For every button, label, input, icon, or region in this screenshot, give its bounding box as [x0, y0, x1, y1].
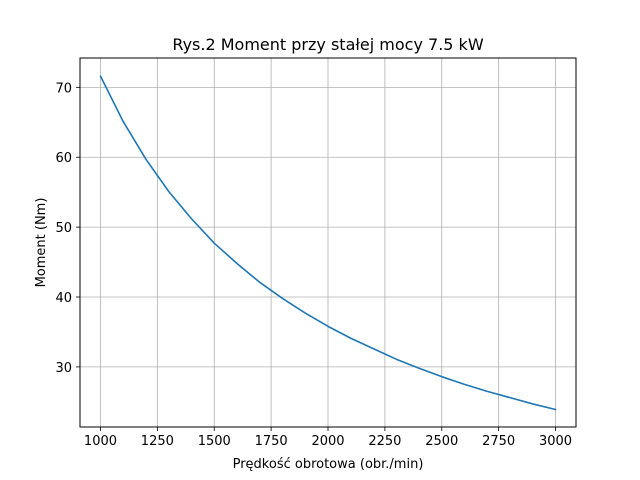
- x-tick-label: 2000: [311, 434, 344, 449]
- x-tick-label: 1250: [141, 434, 174, 449]
- x-tick-label: 1750: [255, 434, 288, 449]
- torque-curve-line: [99, 75, 557, 411]
- chart-title: Rys.2 Moment przy stałej mocy 7.5 kW: [172, 35, 483, 54]
- y-tick-label: 70: [55, 81, 72, 96]
- x-tick-label: 2500: [425, 434, 458, 449]
- x-axis-label: Prędkość obrotowa (obr./min): [233, 457, 424, 472]
- x-tick-label: 2750: [482, 434, 515, 449]
- x-ticks: 1000 1250 1500 1750 2000 2250 2500 2750 3000: [84, 427, 572, 449]
- y-tick-label: 30: [55, 361, 72, 376]
- grid: [80, 58, 576, 427]
- series-group: [99, 75, 557, 411]
- x-tick-label: 1500: [198, 434, 231, 449]
- x-tick-label: 1000: [84, 434, 117, 449]
- x-tick-label: 2250: [368, 434, 401, 449]
- y-ticks: 30 40 50 60 70: [55, 81, 80, 376]
- y-axis-label: Moment (Nm): [34, 198, 49, 288]
- y-tick-label: 60: [55, 151, 72, 166]
- x-tick-label: 3000: [539, 434, 572, 449]
- y-tick-label: 50: [55, 221, 72, 236]
- y-tick-label: 40: [55, 291, 72, 306]
